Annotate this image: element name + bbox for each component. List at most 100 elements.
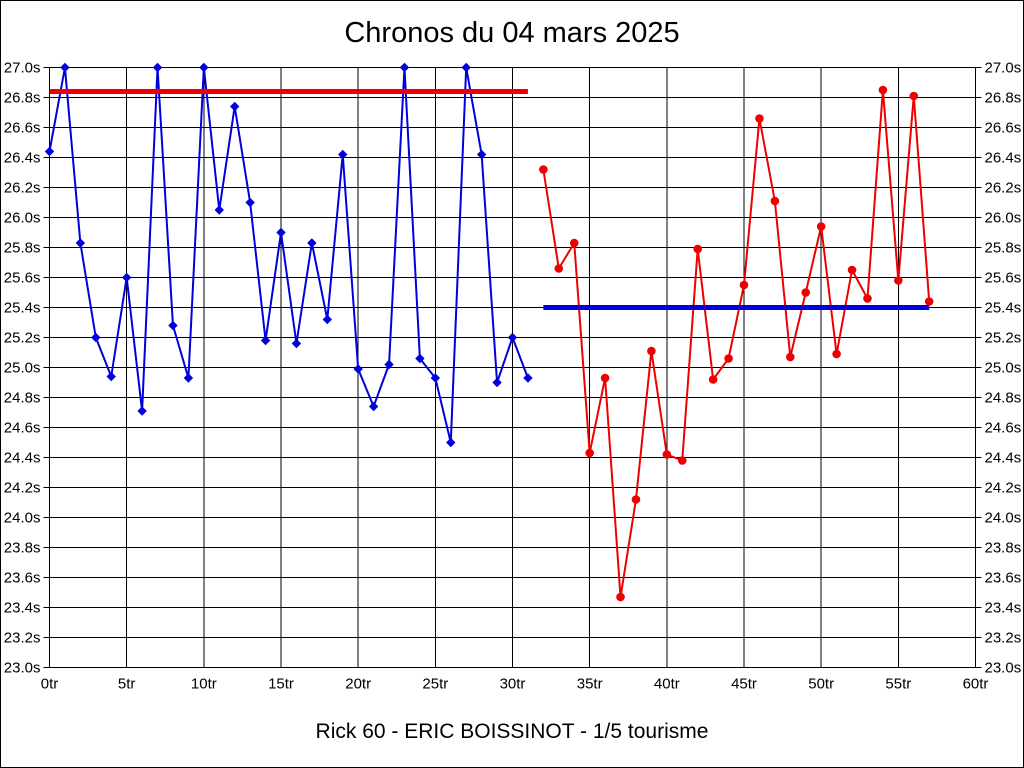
data-point	[168, 320, 178, 331]
x-axis-label: 20tr	[345, 676, 371, 693]
x-axis-label: 45tr	[731, 676, 757, 693]
data-point	[199, 62, 209, 73]
y-axis-label-right: 24.4s	[985, 450, 1022, 467]
chart-footer: Rick 60 - ERIC BOISSINOT - 1/5 tourisme	[315, 720, 709, 743]
data-point	[276, 227, 286, 238]
data-point	[724, 354, 733, 363]
y-axis-label-right: 25.2s	[985, 330, 1022, 347]
y-axis-label-right: 25.8s	[985, 240, 1022, 257]
data-point	[816, 222, 826, 231]
data-point	[569, 238, 579, 248]
y-axis-label-left: 23.0s	[4, 660, 41, 677]
data-point	[384, 359, 394, 370]
y-axis-label-right: 26.6s	[985, 120, 1022, 137]
y-axis-label-left: 25.0s	[4, 360, 41, 377]
data-point	[137, 406, 147, 416]
y-axis-label-right: 23.6s	[985, 570, 1022, 587]
y-axis-label-left: 24.2s	[4, 480, 41, 497]
data-point	[647, 346, 656, 356]
y-axis-label-right: 26.4s	[985, 150, 1022, 167]
data-point	[847, 265, 857, 275]
data-point	[539, 165, 548, 174]
series-line	[48, 66, 529, 444]
data-point	[832, 349, 841, 359]
axis-labels: 27.0s 27.0s 26.8s 26.8s 26.6s 26.6s 26.4s 26.4s…	[4, 60, 1021, 693]
data-point	[600, 373, 610, 383]
data-point	[554, 264, 564, 273]
x-axis-label: 10tr	[191, 676, 217, 693]
data-point	[368, 401, 379, 412]
y-axis-label-left: 25.2s	[4, 330, 41, 347]
x-axis-label: 40tr	[654, 676, 680, 693]
x-axis-label: 0tr	[41, 676, 59, 693]
data-point	[631, 495, 641, 504]
y-axis-label-right: 25.6s	[985, 270, 1022, 287]
y-axis-label-right: 27.0s	[985, 60, 1022, 77]
data-point	[878, 85, 888, 95]
data-point	[924, 297, 934, 306]
y-axis-label-left: 23.2s	[4, 630, 41, 647]
x-axis-label: 35tr	[577, 676, 603, 693]
data-point	[415, 353, 425, 364]
data-point	[121, 272, 132, 283]
y-axis-label-right: 26.8s	[985, 90, 1022, 107]
data-point	[91, 332, 101, 343]
data-point	[770, 196, 780, 206]
y-axis-label-left: 24.0s	[4, 510, 41, 527]
x-axis-label: 60tr	[963, 676, 989, 693]
y-axis-label-left: 24.6s	[4, 420, 41, 437]
x-axis-label: 15tr	[268, 676, 294, 693]
y-axis-label-left: 26.2s	[4, 180, 41, 197]
y-axis-label-left: 23.8s	[4, 540, 41, 557]
y-axis-label-right: 24.2s	[985, 480, 1022, 497]
data-point	[693, 244, 702, 254]
data-point	[786, 352, 795, 362]
series-line	[542, 89, 931, 598]
y-axis-label-left: 24.4s	[4, 450, 41, 467]
data-point	[585, 448, 594, 458]
y-axis-label-right: 24.0s	[985, 510, 1022, 527]
y-axis-label-right: 26.2s	[985, 180, 1022, 197]
data-point	[523, 373, 533, 383]
y-axis-label-right: 25.4s	[985, 300, 1022, 317]
chart-title: Chronos du 04 mars 2025	[344, 17, 680, 49]
y-axis-label-right: 26.0s	[985, 210, 1022, 227]
data-point	[461, 62, 471, 73]
data-point	[430, 373, 441, 383]
y-axis-label-right: 24.8s	[985, 390, 1022, 407]
data-point	[60, 62, 70, 73]
data-point	[260, 335, 271, 346]
y-axis-label-left: 27.0s	[4, 60, 41, 77]
data-point	[801, 288, 811, 297]
data-point	[307, 238, 317, 248]
y-axis-label-right: 23.8s	[985, 540, 1022, 557]
y-axis-label-left: 26.4s	[4, 150, 41, 167]
y-axis-label-left: 25.8s	[4, 240, 41, 257]
reference-lines	[49, 89, 930, 310]
y-axis-label-left: 25.4s	[4, 300, 41, 317]
data-point	[44, 146, 55, 157]
data-point	[75, 238, 86, 248]
y-axis-label-right: 23.4s	[985, 600, 1022, 617]
data-point	[446, 437, 456, 448]
data-point	[662, 450, 672, 459]
y-axis-label-left: 23.6s	[4, 570, 41, 587]
x-axis-label: 25tr	[422, 676, 448, 693]
series-2	[539, 85, 934, 602]
y-axis-label-right: 23.2s	[985, 630, 1022, 647]
data-point	[708, 375, 718, 384]
data-point	[183, 373, 194, 383]
data-point	[894, 276, 903, 285]
data-point	[476, 149, 487, 160]
y-axis-label-left: 25.6s	[4, 270, 41, 287]
data-point	[214, 205, 224, 215]
data-point	[291, 338, 302, 349]
data-point	[507, 332, 518, 343]
data-point	[353, 364, 363, 374]
y-axis-label-left: 26.6s	[4, 120, 41, 137]
x-axis-label: 5tr	[118, 676, 136, 693]
data-point	[230, 101, 240, 112]
y-axis-label-left: 24.8s	[4, 390, 41, 407]
